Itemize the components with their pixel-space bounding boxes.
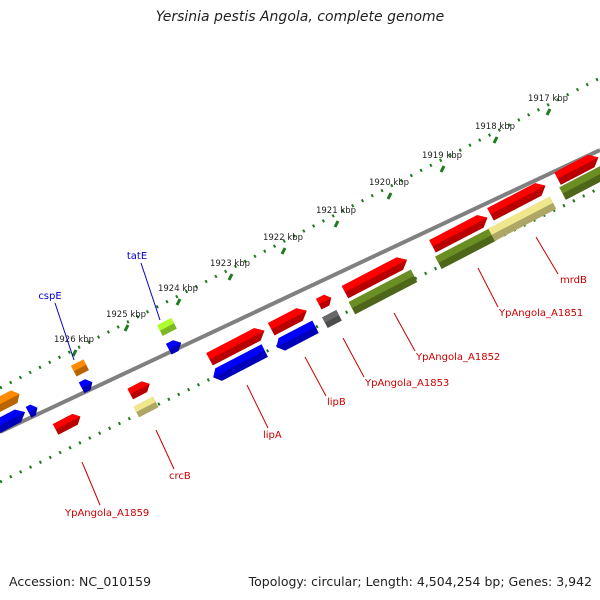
tick-label: 1925 kbp bbox=[106, 310, 146, 320]
gene-label-lipa[interactable]: lipA bbox=[263, 430, 282, 441]
leader-line bbox=[81, 461, 101, 506]
gene-arrow-blue[interactable] bbox=[166, 337, 184, 355]
leader-line bbox=[535, 236, 559, 275]
gene-arrow-red[interactable] bbox=[341, 254, 411, 299]
tick-label: 1920 kbp bbox=[369, 178, 409, 188]
gene-label-tate[interactable]: tatE bbox=[127, 251, 147, 262]
gene-label-crcb[interactable]: crcB bbox=[169, 471, 191, 482]
gene-arrow-blue[interactable] bbox=[78, 377, 95, 394]
topology-text: Topology: circular; Length: 4,504,254 bp… bbox=[248, 574, 592, 589]
gene-label-lipb[interactable]: lipB bbox=[327, 397, 346, 408]
genome-backbone bbox=[0, 148, 600, 434]
inner-tick-ring bbox=[0, 186, 600, 484]
tick-label: 1922 kbp bbox=[263, 233, 303, 243]
gene-arrow-red[interactable] bbox=[52, 411, 83, 435]
tick-mark bbox=[123, 324, 130, 332]
gene-arrow-blue[interactable] bbox=[273, 320, 319, 354]
leader-line bbox=[477, 267, 499, 308]
tick-label: 1917 kbp bbox=[528, 94, 568, 104]
gene-label-mrdb[interactable]: mrdB bbox=[560, 275, 587, 286]
tick-mark bbox=[175, 298, 182, 306]
leader-line bbox=[393, 312, 416, 352]
gene-arrow-orange[interactable] bbox=[71, 359, 89, 377]
tick-label: 1923 kbp bbox=[210, 259, 250, 269]
gene-arrow-blue[interactable] bbox=[210, 344, 268, 383]
gene-arrow-red[interactable] bbox=[316, 292, 334, 310]
gene-label-ypangola_a1851[interactable]: YpAngola_A1851 bbox=[498, 308, 583, 319]
gene-arrow-red[interactable] bbox=[429, 211, 490, 253]
gene-arrow-red[interactable] bbox=[554, 151, 600, 185]
tick-label: 1924 kbp bbox=[158, 284, 198, 294]
tick-mark bbox=[492, 136, 499, 144]
map-title: Yersinia pestis Angola, complete genome bbox=[155, 9, 445, 25]
gene-arrow-red[interactable] bbox=[268, 305, 310, 336]
tick-mark bbox=[386, 192, 393, 200]
gene-label-ypangola_a1853[interactable]: YpAngola_A1853 bbox=[364, 378, 449, 389]
gene-arrow-red[interactable] bbox=[127, 379, 152, 400]
gene-arrow-blue[interactable] bbox=[0, 406, 28, 435]
tick-label: 1921 kbp bbox=[316, 206, 356, 216]
gene-arrow-gray[interactable] bbox=[322, 309, 342, 329]
leader-line bbox=[54, 302, 75, 361]
gene-arrow-blue[interactable] bbox=[25, 402, 40, 418]
tick-mark bbox=[280, 247, 287, 255]
tick-mark bbox=[545, 108, 552, 116]
gene-label-ypangola_a1859[interactable]: YpAngola_A1859 bbox=[64, 508, 149, 519]
tick-mark bbox=[439, 165, 446, 173]
leader-line bbox=[342, 337, 365, 378]
leader-line bbox=[304, 356, 327, 397]
outer-tick-ring bbox=[0, 76, 600, 390]
tick-mark bbox=[227, 273, 234, 281]
accession-text: Accession: NC_010159 bbox=[9, 574, 152, 589]
gene-label-ypangola_a1852[interactable]: YpAngola_A1852 bbox=[415, 352, 500, 363]
tick-label: 1919 kbp bbox=[422, 151, 462, 161]
gene-label-cspe[interactable]: cspE bbox=[38, 291, 61, 302]
leader-line bbox=[246, 384, 269, 429]
tick-label: 1918 kbp bbox=[475, 122, 515, 132]
gene-arrow-red[interactable] bbox=[487, 179, 548, 221]
gene-arrow-orange[interactable] bbox=[0, 388, 23, 413]
tick-mark bbox=[333, 220, 340, 228]
tick-mark bbox=[71, 349, 78, 357]
tick-label: 1926 kbp bbox=[54, 335, 94, 345]
gene-arrow-khaki[interactable] bbox=[133, 396, 159, 418]
gene-arrow-lime[interactable] bbox=[157, 317, 177, 337]
gene-arrow-khaki[interactable] bbox=[487, 196, 557, 242]
gene-arrow-olive[interactable] bbox=[348, 269, 418, 315]
leader-line bbox=[155, 429, 175, 470]
leader-line bbox=[140, 262, 161, 321]
gene-arrow-red[interactable] bbox=[206, 324, 267, 366]
gene-arrow-olive[interactable] bbox=[435, 228, 495, 270]
gene-arrow-olive[interactable] bbox=[559, 166, 600, 200]
